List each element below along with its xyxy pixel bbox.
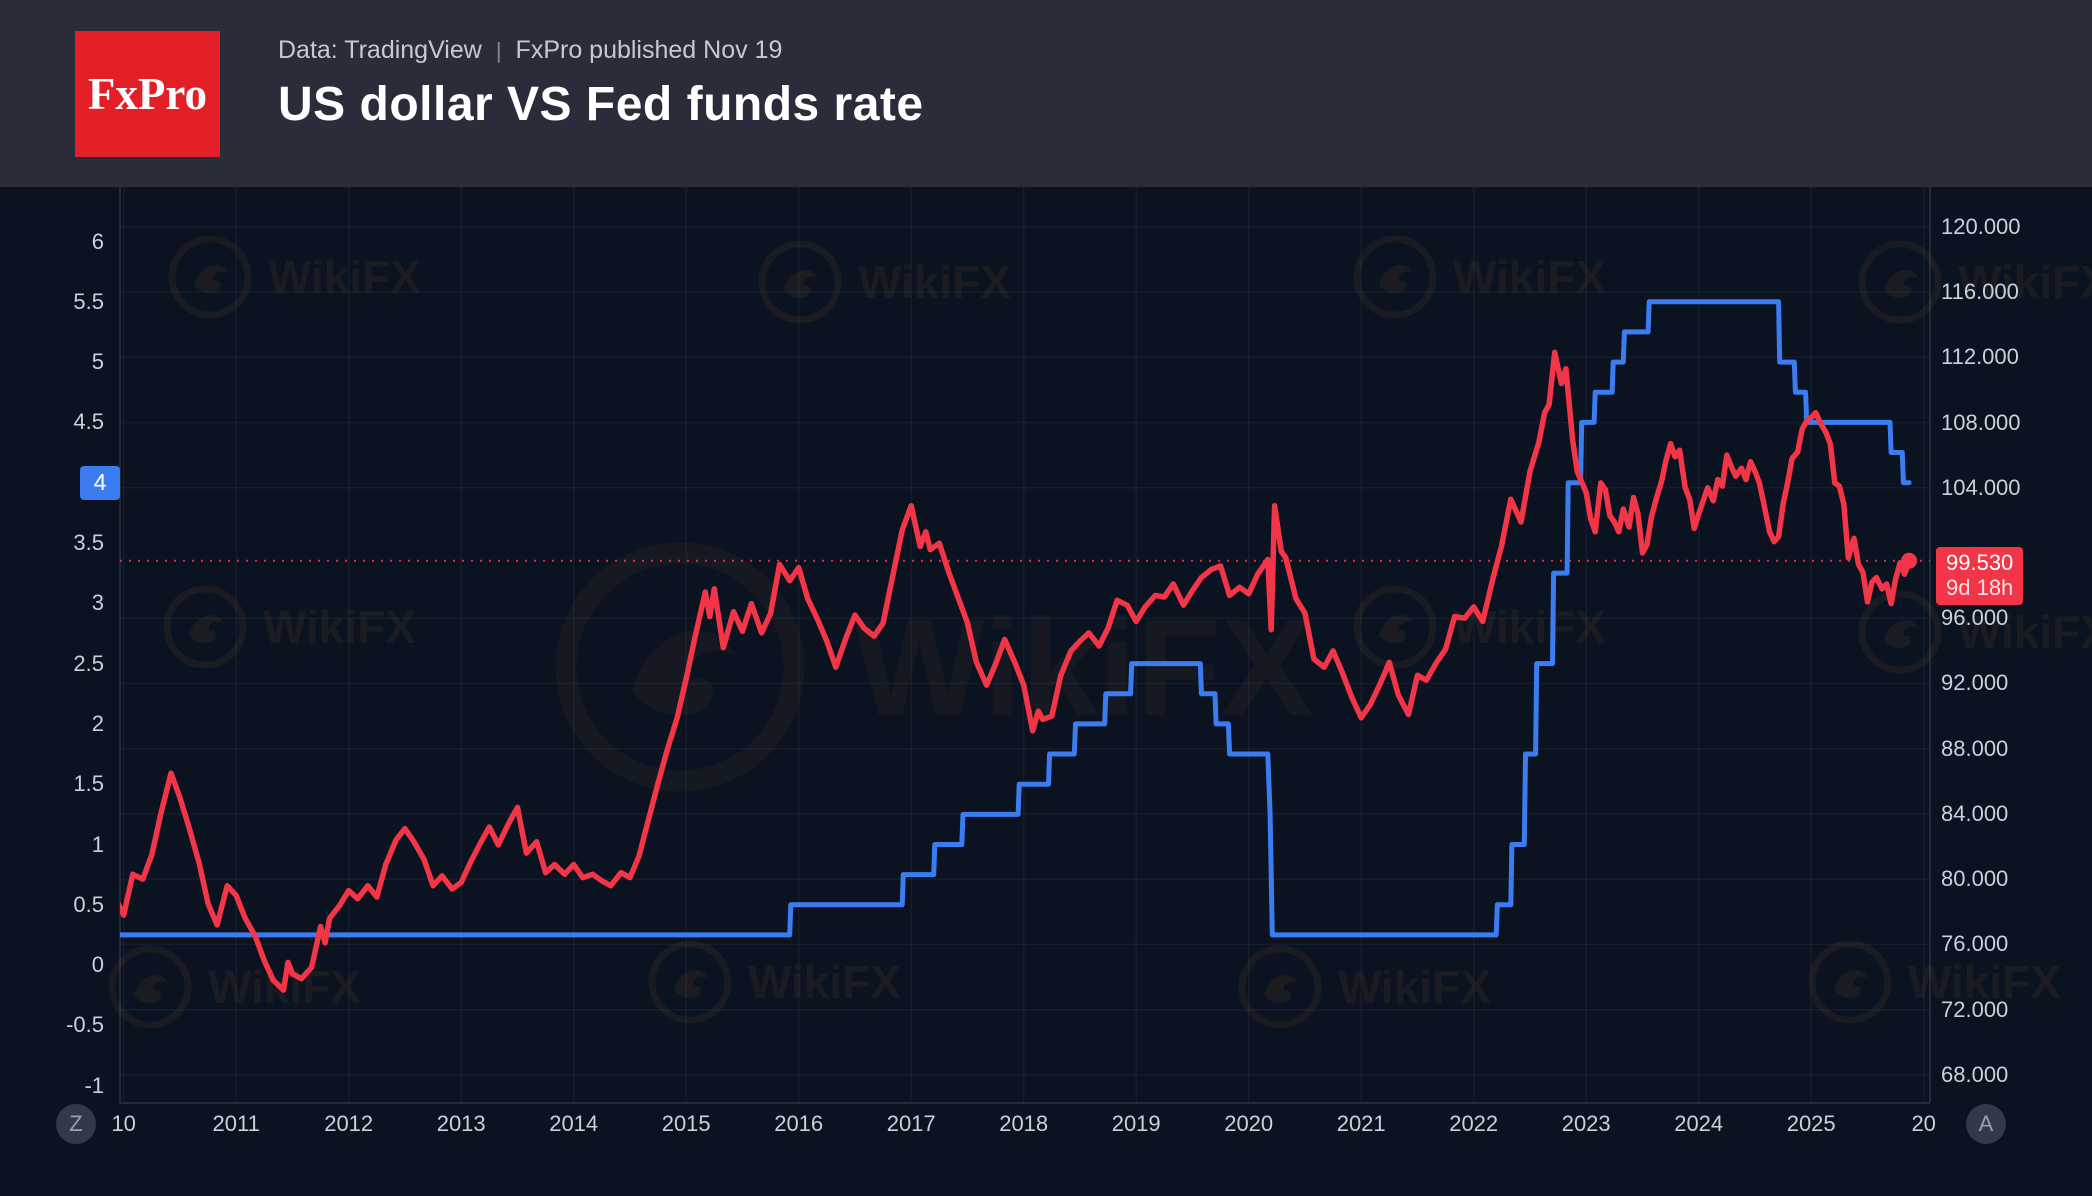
left-axis-tick: 4.5	[73, 409, 104, 435]
left-axis-tick: 3.5	[73, 530, 104, 555]
source-prefix: Data: TradingView	[278, 36, 482, 64]
left-axis-tick: 5.5	[73, 288, 104, 314]
last-price-dot	[1901, 552, 1918, 569]
left-axis-tick: -1	[84, 1072, 104, 1098]
wikifx-watermark: WikiFX	[168, 235, 421, 319]
time-axis-tick: 2017	[886, 1111, 936, 1136]
left-axis-tick: 3	[91, 590, 104, 616]
time-axis-tick: 2021	[1336, 1111, 1386, 1136]
fxpro-logo: FxPro	[75, 31, 220, 157]
dxy-price-badge: 99.530 9d 18h	[1936, 546, 2024, 605]
time-axis-tick: 2011	[212, 1111, 260, 1136]
right-axis-tick: 112.000	[1941, 344, 2019, 370]
left-axis-tick: 1	[91, 831, 104, 857]
svg-text:WikiFX: WikiFX	[268, 251, 421, 303]
time-axis-tick: 10	[111, 1111, 136, 1136]
right-axis-tick: 108.000	[1941, 409, 2021, 435]
left-axis-tick: 2.5	[73, 650, 104, 676]
header-text: Data: TradingView | FxPro published Nov …	[278, 36, 924, 132]
candle-countdown: 9d 18h	[1946, 574, 2014, 600]
left-axis-tick: 0.5	[73, 891, 104, 917]
time-axis-tick: 2014	[549, 1111, 599, 1136]
left-axis-tick: -0.5	[66, 1012, 104, 1038]
svg-text:WikiFX: WikiFX	[748, 956, 901, 1008]
header: FxPro Data: TradingView | FxPro publishe…	[0, 0, 2092, 187]
time-axis-tick: 2012	[324, 1111, 374, 1136]
fed-rate-axis-badge: 4	[80, 465, 120, 500]
time-axis-tick: 2023	[1561, 1111, 1611, 1136]
chart-canvas[interactable]: WikiFX WikiFX WikiFX WikiFX WikiFX WikiFX Wiki…	[0, 187, 2092, 1196]
corner-z-button[interactable]: Z	[56, 1104, 96, 1144]
left-axis-tick: 0	[91, 952, 104, 978]
svg-text:WikiFX: WikiFX	[854, 591, 1313, 745]
fed-rate-badge-value: 4	[93, 469, 107, 496]
right-axis-tick: 88.000	[1941, 735, 2009, 761]
svg-text:WikiFX: WikiFX	[1453, 251, 1606, 303]
right-axis-tick: 104.000	[1941, 474, 2021, 500]
time-axis-tick: 2020	[1224, 1111, 1274, 1136]
left-axis-tick: 1.5	[73, 771, 104, 797]
svg-text:WikiFX: WikiFX	[1958, 606, 2092, 658]
right-axis-tick: 76.000	[1941, 931, 2009, 957]
right-axis-tick: 116.000	[1941, 279, 2019, 305]
right-axis-tick: 96.000	[1941, 605, 2009, 631]
svg-text:WikiFX: WikiFX	[858, 256, 1011, 308]
time-axis-tick: 2015	[661, 1111, 711, 1136]
time-axis-tick: 2016	[774, 1111, 824, 1136]
svg-text:WikiFX: WikiFX	[1338, 961, 1491, 1013]
wikifx-watermark: WikiFX	[1353, 585, 1606, 669]
source-suffix: FxPro published Nov 19	[515, 36, 783, 64]
source-line: Data: TradingView | FxPro published Nov …	[278, 36, 924, 65]
right-axis-tick: 72.000	[1941, 996, 2009, 1022]
svg-text:WikiFX: WikiFX	[1958, 256, 2092, 308]
right-axis-tick: 92.000	[1941, 670, 2009, 696]
dxy-line	[120, 349, 1912, 993]
time-axis-tick: 20	[1911, 1111, 1936, 1136]
fxpro-logo-text: FxPro	[87, 69, 208, 119]
corner-a-button[interactable]: A	[1966, 1104, 2006, 1144]
wikifx-watermark: WikiFX	[1353, 235, 1606, 319]
dxy-price-value: 99.530	[1946, 549, 2014, 575]
time-axis-tick: 2024	[1674, 1111, 1724, 1136]
left-axis-tick: 6	[91, 228, 104, 254]
left-axis-tick: 5	[91, 349, 104, 375]
right-axis-tick: 68.000	[1941, 1061, 2009, 1087]
time-axis-tick: 2019	[1111, 1111, 1161, 1136]
right-axis-tick: 80.000	[1941, 866, 2009, 892]
right-axis-tick: 84.000	[1941, 800, 2009, 826]
time-axis-tick: 2013	[436, 1111, 486, 1136]
wikifx-watermark: WikiFX	[555, 542, 1313, 792]
source-separator-bar: |	[495, 37, 502, 63]
svg-text:WikiFX: WikiFX	[1908, 956, 2061, 1008]
wikifx-watermark: WikiFX	[1238, 945, 1491, 1029]
wikifx-watermark: WikiFX	[1858, 240, 2092, 324]
wikifx-watermark: WikiFX	[648, 940, 901, 1024]
fed-funds-line	[120, 299, 1912, 938]
time-axis-tick: 2025	[1786, 1111, 1836, 1136]
left-axis-tick: 2	[91, 710, 104, 736]
page-title: US dollar VS Fed funds rate	[278, 78, 924, 131]
chart-area[interactable]: WikiFX WikiFX WikiFX WikiFX WikiFX WikiFX Wiki…	[0, 187, 2092, 1196]
svg-text:WikiFX: WikiFX	[263, 601, 416, 653]
right-axis-tick: 120.000	[1941, 213, 2021, 239]
wikifx-watermark: WikiFX	[1808, 940, 2061, 1024]
wikifx-watermark: WikiFX	[758, 240, 1011, 324]
time-axis-tick: 2018	[999, 1111, 1049, 1136]
wikifx-watermark: WikiFX	[1858, 590, 2092, 674]
time-axis-tick: 2022	[1449, 1111, 1499, 1136]
wikifx-watermark: WikiFX	[163, 585, 416, 669]
